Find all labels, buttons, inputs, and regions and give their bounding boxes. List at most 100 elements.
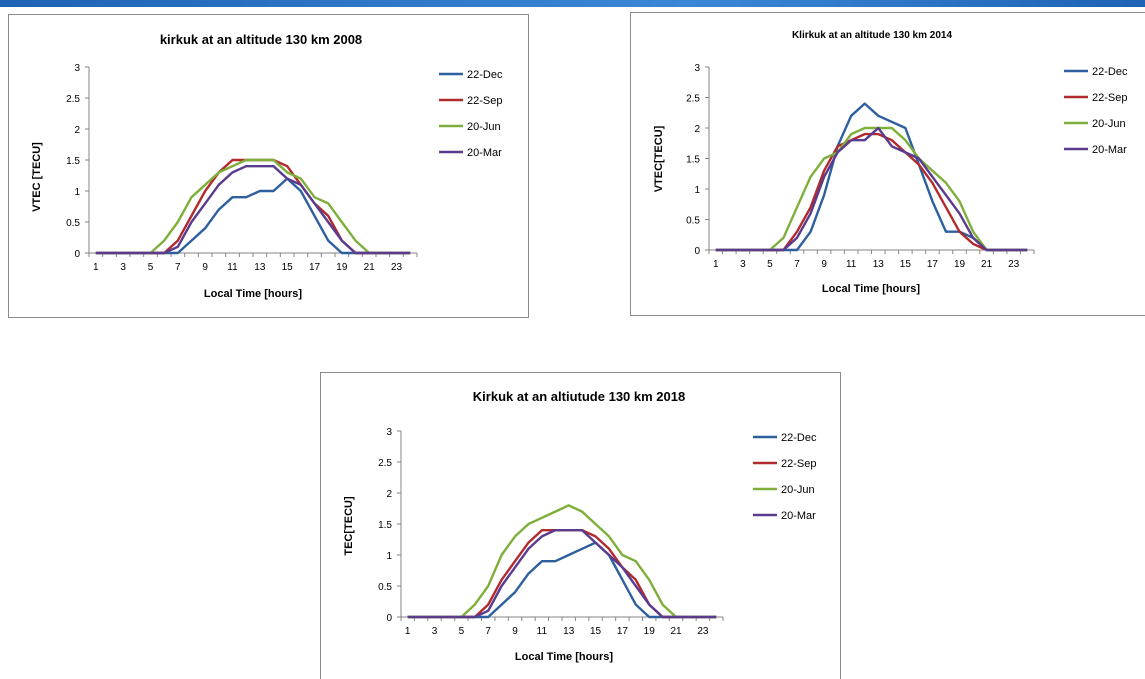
x-tick-label: 3 <box>432 626 438 637</box>
legend-label: 20-Mar <box>781 510 816 522</box>
x-tick-label: 5 <box>459 626 465 637</box>
y-tick-label: 1 <box>386 551 392 562</box>
x-tick-label: 15 <box>590 626 602 637</box>
legend: 22-Dec 22-Sep 20-Jun 20-Mar <box>1064 66 1128 156</box>
legend-label: 22-Dec <box>467 69 503 81</box>
y-tick-label: 0 <box>74 249 80 260</box>
series-line-22-sep <box>95 158 411 255</box>
x-tick-label: 1 <box>713 259 719 270</box>
y-tick-label: 1.5 <box>378 520 392 531</box>
plot-area: 00.511.522.531 3 5 7 9 11 13 15 17 19 21 23 <box>66 63 418 273</box>
y-tick-label: 2.5 <box>378 458 392 469</box>
y-tick-label: 0.5 <box>378 582 392 593</box>
series-line-20-mar <box>95 164 411 255</box>
x-tick-label: 11 <box>846 259 857 270</box>
top-accent-bar <box>0 0 1145 7</box>
chart-2008: kirkuk at an altitude 130 km 2008 VTEC [… <box>8 14 529 318</box>
y-tick-label: 2 <box>74 125 80 136</box>
x-tick-label: 9 <box>202 262 208 273</box>
x-tick-label: 15 <box>282 262 294 273</box>
x-axis-label: Local Time [hours] <box>204 288 303 300</box>
x-tick-label: 21 <box>981 259 993 270</box>
y-tick-label: 0.5 <box>686 216 700 227</box>
x-axis-label: Local Time [hours] <box>822 283 921 295</box>
x-tick-label: 21 <box>670 626 682 637</box>
x-tick-label: 23 <box>1008 259 1020 270</box>
x-tick-label: 17 <box>617 626 629 637</box>
legend: 22-Dec 22-Sep 20-Jun 20-Mar <box>753 432 817 522</box>
y-tick-label: 1 <box>74 187 80 198</box>
x-tick-label: 19 <box>644 626 656 637</box>
x-tick-label: 13 <box>254 262 266 273</box>
x-tick-label: 7 <box>485 626 491 637</box>
x-tick-label: 3 <box>740 259 746 270</box>
series-line-20-mar <box>407 528 717 619</box>
chart-2018: Kirkuk at an altiutude 130 km 2018 TEC[T… <box>320 372 841 679</box>
y-tick-label: 0.5 <box>66 218 80 229</box>
y-tick-label: 3 <box>74 63 80 74</box>
series-line-22-dec <box>407 541 717 619</box>
chart-2018-svg: Kirkuk at an altiutude 130 km 2018 TEC[T… <box>343 389 817 663</box>
chart-title: Klirkuk at an altitude 130 km 2014 <box>792 30 953 41</box>
x-tick-label: 3 <box>120 262 126 273</box>
legend-label: 22-Sep <box>781 458 816 470</box>
series-line-22-sep <box>715 132 1028 252</box>
x-tick-label: 13 <box>873 259 885 270</box>
series-line-20-mar <box>715 126 1028 252</box>
x-tick-label: 23 <box>697 626 709 637</box>
chart-2014-svg: Klirkuk at an altitude 130 km 2014 VTEC[… <box>653 30 1128 295</box>
chart-title: Kirkuk at an altiutude 130 km 2018 <box>473 389 685 404</box>
series-line-22-sep <box>407 528 717 619</box>
y-tick-label: 2.5 <box>686 94 700 105</box>
y-tick-label: 1.5 <box>686 155 700 166</box>
x-tick-label: 15 <box>900 259 912 270</box>
y-tick-label: 3 <box>386 427 392 438</box>
x-tick-label: 9 <box>821 259 827 270</box>
x-tick-label: 13 <box>563 626 575 637</box>
x-axis-label: Local Time [hours] <box>515 651 614 663</box>
x-tick-label: 11 <box>227 262 238 273</box>
chart-2014: Klirkuk at an altitude 130 km 2014 VTEC[… <box>630 12 1145 316</box>
legend-label: 20-Jun <box>1092 118 1126 130</box>
x-tick-label: 19 <box>336 262 348 273</box>
y-tick-label: 2.5 <box>66 94 80 105</box>
legend-label: 20-Jun <box>467 121 501 133</box>
plot-area: 00.511.522.531 3 5 7 9 11 13 15 17 19 21 23 <box>686 63 1035 270</box>
series-line-22-dec <box>715 102 1028 252</box>
legend-label: 20-Jun <box>781 484 815 496</box>
y-tick-label: 0 <box>694 246 700 257</box>
x-tick-label: 7 <box>794 259 800 270</box>
y-tick-label: 3 <box>694 63 700 74</box>
x-tick-label: 5 <box>148 262 154 273</box>
y-tick-label: 1.5 <box>66 156 80 167</box>
legend-label: 22-Sep <box>467 95 502 107</box>
x-tick-label: 1 <box>405 626 411 637</box>
x-tick-label: 23 <box>391 262 403 273</box>
series-line-20-jun <box>95 158 411 255</box>
x-tick-label: 1 <box>93 262 99 273</box>
y-tick-label: 2 <box>694 124 700 135</box>
legend-label: 22-Dec <box>781 432 817 444</box>
legend-label: 20-Mar <box>1092 144 1127 156</box>
legend-label: 20-Mar <box>467 147 502 159</box>
chart-2008-svg: kirkuk at an altitude 130 km 2008 VTEC [… <box>31 32 503 300</box>
x-tick-label: 5 <box>767 259 773 270</box>
y-tick-label: 0 <box>386 613 392 624</box>
plot-area: 00.511.522.531 3 5 7 9 11 13 15 17 19 21 23 <box>378 427 724 637</box>
y-axis-label: VTEC[TECU] <box>653 125 665 192</box>
legend-label: 22-Dec <box>1092 66 1128 78</box>
x-tick-label: 17 <box>927 259 939 270</box>
y-tick-label: 1 <box>694 185 700 196</box>
x-tick-label: 9 <box>512 626 518 637</box>
y-axis-label: VTEC [TECU] <box>31 142 43 212</box>
y-axis-label: TEC[TECU] <box>343 496 355 556</box>
chart-title: kirkuk at an altitude 130 km 2008 <box>160 32 362 47</box>
x-tick-label: 7 <box>175 262 181 273</box>
series-line-22-dec <box>95 177 411 255</box>
x-tick-label: 17 <box>309 262 321 273</box>
series-line-20-jun <box>715 126 1028 252</box>
legend-label: 22-Sep <box>1092 92 1127 104</box>
legend: 22-Dec 22-Sep 20-Jun 20-Mar <box>439 69 503 159</box>
x-tick-label: 11 <box>537 626 548 637</box>
x-tick-label: 19 <box>954 259 966 270</box>
